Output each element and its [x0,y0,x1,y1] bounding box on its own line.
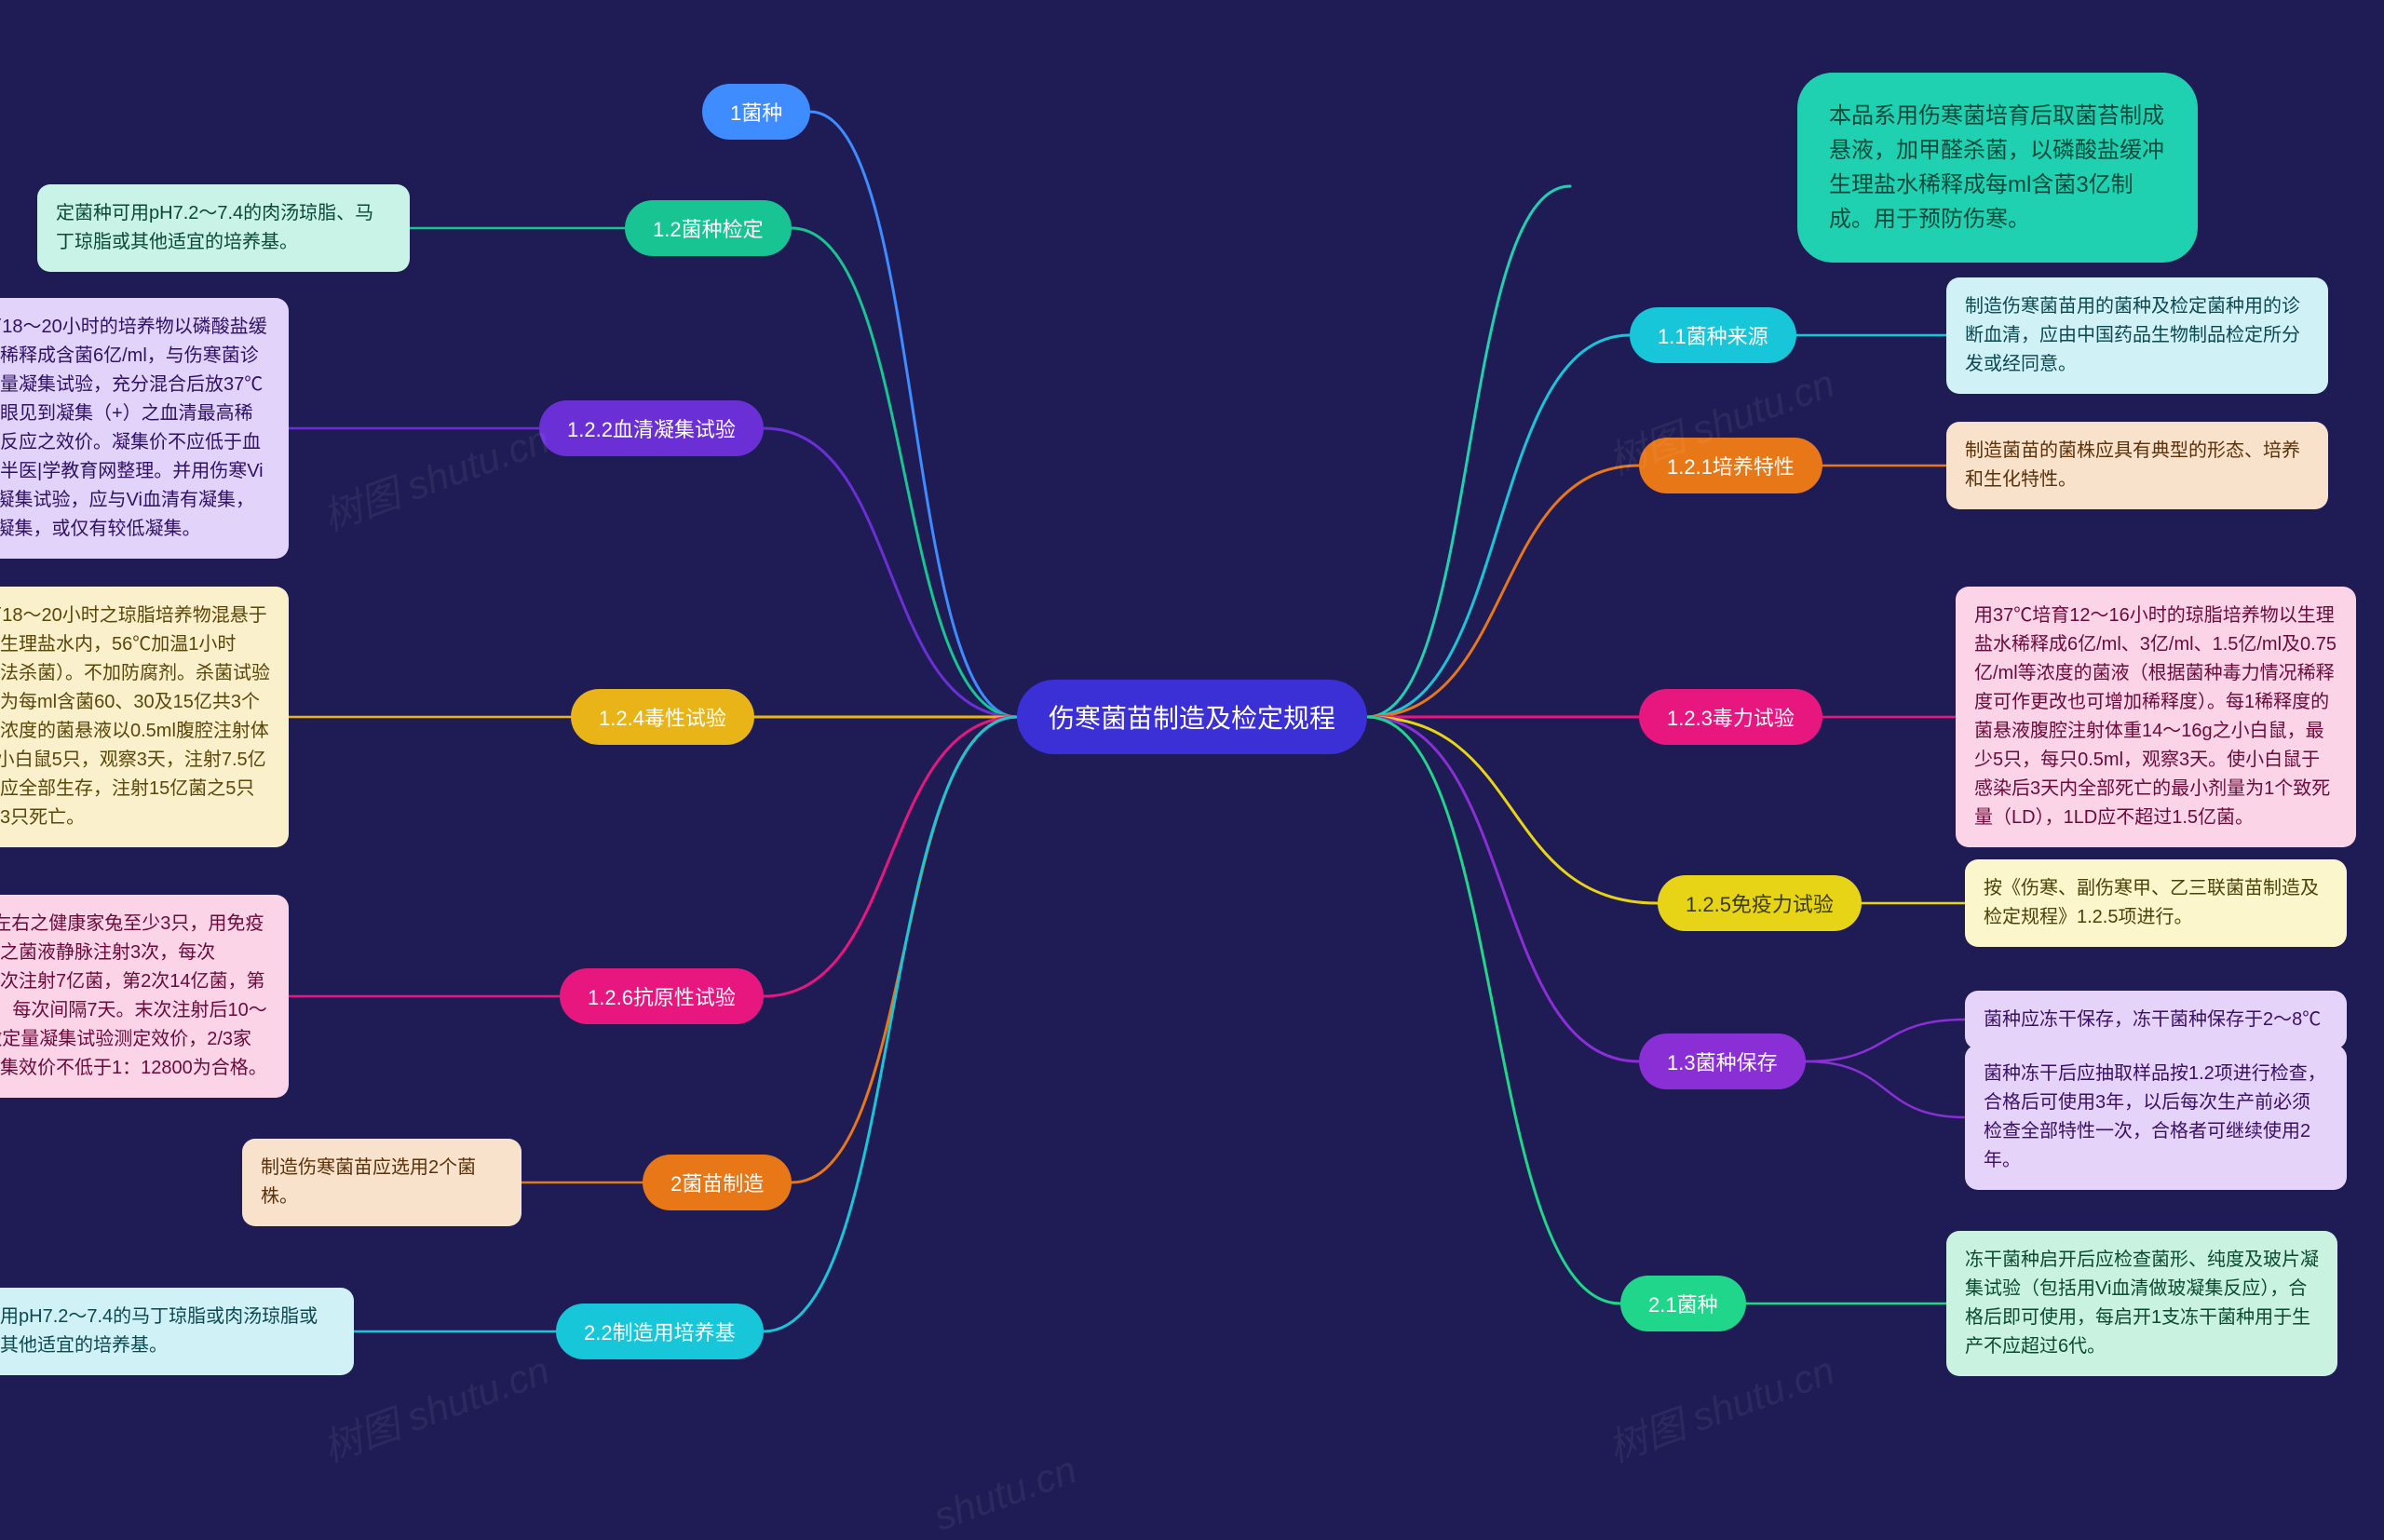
branch-node[interactable]: 2菌苗制造 [643,1155,792,1210]
detail-box: 按《伤寒、副伤寒甲、乙三联菌苗制造及检定规程》1.2.5项进行。 [1965,859,2347,947]
detail-box: 制造菌苗的菌株应具有典型的形态、培养和生化特性。 [1946,422,2328,509]
detail-box: 制造伤寒菌苗用的菌种及检定菌种用的诊断血清，应由中国药品生物制品检定所分发或经同… [1946,277,2328,394]
branch-node[interactable]: 2.2制造用培养基 [556,1304,764,1359]
watermark: 树图 shutu.cn [1599,1339,1841,1473]
center-node[interactable]: 伤寒菌苗制造及检定规程 [1017,680,1367,754]
detail-box: 制造伤寒菌苗应选用2个菌株。 [242,1139,522,1226]
branch-node[interactable]: 1.1菌种来源 [1630,307,1796,363]
detail-box: 用37℃培育18～20小时之琼脂培养物混悬于磷酸盐缓冲生理盐水内，56℃加温1小… [0,587,289,847]
branch-node[interactable]: 1.3菌种保存 [1639,1033,1806,1089]
detail-box: 定菌种可用pH7.2～7.4的肉汤琼脂、马丁琼脂或其他适宜的培养基。 [37,184,410,272]
branch-node[interactable]: 1.2.6抗原性试验 [560,968,764,1024]
branch-node[interactable]: 1.2菌种检定 [625,200,792,256]
detail-box: 冻干菌种启开后应检查菌形、纯度及玻片凝集试验（包括用Vi血清做玻凝集反应），合格… [1946,1231,2337,1376]
watermark: shutu.cn [928,1447,1083,1539]
watermark: 树图 shutu.cn [314,408,556,542]
branch-node[interactable]: 1.2.1培养特性 [1639,438,1822,493]
branch-node[interactable]: 2.1菌种 [1620,1276,1746,1331]
branch-node[interactable]: 1.2.4毒性试验 [571,689,754,745]
detail-box: 菌种应冻干保存，冻干菌种保存于2～8℃ [1965,991,2347,1049]
branch-node[interactable]: 1.2.2血清凝集试验 [539,400,764,456]
detail-box: 选体重2kg左右之健康家兔至少3只，用免疫力试验所用之菌液静脉注射3次，每次0.… [0,895,289,1098]
detail-box: 菌种冻干后应抽取样品按1.2项进行检查，合格后可使用3年，以后每次生产前必须检查… [1965,1045,2347,1190]
detail-box: 用37℃培育12～16小时的琼脂培养物以生理盐水稀释成6亿/ml、3亿/ml、1… [1956,587,2356,847]
branch-node[interactable]: 1.2.5免疫力试验 [1658,875,1862,931]
branch-node[interactable]: 1菌种 [702,84,810,140]
detail-box: 用37℃培育18～20小时的培养物以磷酸盐缓冲生理盐水稀释成含菌6亿/ml，与伤… [0,298,289,559]
branch-node[interactable]: 1.2.3毒力试验 [1639,689,1822,745]
detail-box: 用pH7.2～7.4的马丁琼脂或肉汤琼脂或其他适宜的培养基。 [0,1288,354,1375]
intro-detail[interactable]: 本品系用伤寒菌培育后取菌苔制成悬液，加甲醛杀菌，以磷酸盐缓冲生理盐水稀释成每ml… [1797,73,2198,263]
